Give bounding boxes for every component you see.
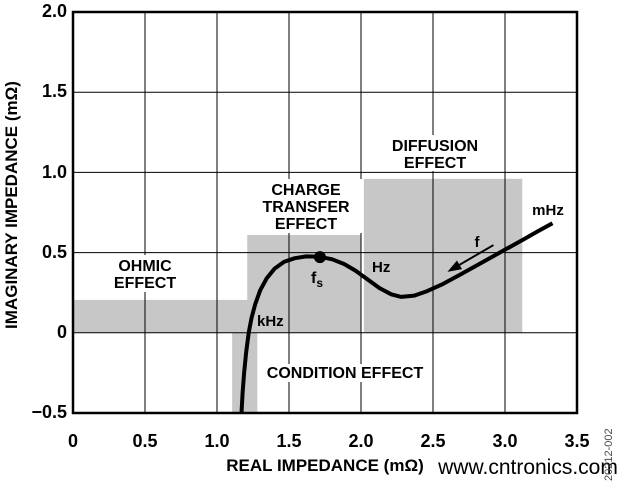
- region-diffusion-effect: [363, 178, 523, 333]
- region-label-ohmic: OHMIC EFFECT: [114, 258, 176, 292]
- region-label-line: EFFECT: [114, 275, 176, 292]
- frequency-arrow-head: [447, 260, 463, 272]
- x-axis-title: REAL IMPEDANCE (mΩ): [226, 456, 424, 475]
- freq-label-mhz: mHz: [532, 202, 564, 219]
- freq-arrow-label: f: [475, 234, 481, 251]
- label-backdrop: [252, 179, 362, 233]
- label-backdrops: [104, 135, 488, 382]
- region-label-line: OHMIC: [118, 258, 172, 275]
- region-label-diffusion: DIFFUSION EFFECT: [392, 138, 478, 172]
- region-charge-transfer-effect: [247, 234, 361, 333]
- plot-frame: [71, 10, 579, 415]
- y-tick-label: 0.5: [42, 242, 67, 262]
- label-backdrop: [104, 255, 186, 292]
- x-tick-label: 3.5: [564, 431, 589, 451]
- x-tick-label: 1.0: [204, 431, 229, 451]
- fs-label-sub: s: [316, 276, 323, 290]
- curve-layer: [239, 221, 554, 414]
- fs-resonance-label: fs: [311, 270, 323, 290]
- fs-label-main: f: [311, 270, 317, 287]
- freq-label-hz: Hz: [372, 259, 390, 276]
- label-backdrop: [258, 364, 432, 382]
- region-label-line: TRANSFER: [262, 199, 350, 216]
- x-tick-label: 2.0: [348, 431, 373, 451]
- x-tick-label: 2.5: [420, 431, 445, 451]
- y-axis-title: IMAGINARY IMPEDANCE (mΩ): [2, 81, 21, 329]
- x-axis-ticks: 0 0.5 1.0 1.5 2.0 2.5 3.0 3.5: [68, 431, 590, 451]
- watermark: www.cntronics.com: [437, 456, 618, 479]
- region-label-line: CHARGE: [271, 182, 341, 199]
- x-tick-label: 0: [68, 431, 78, 451]
- region-ohmic-effect: [73, 299, 249, 333]
- label-backdrop: [382, 135, 488, 171]
- figure-number: 20212-002: [603, 428, 615, 481]
- frequency-arrow-shaft: [459, 244, 494, 266]
- y-tick-label: 2.0: [42, 1, 67, 21]
- y-tick-label: 1.0: [42, 162, 67, 182]
- region-label-line: DIFFUSION: [392, 138, 478, 155]
- region-label-condition: CONDITION EFFECT: [267, 365, 424, 382]
- y-axis-ticks: 2.0 1.5 1.0 0.5 0 −0.5: [31, 1, 67, 422]
- y-tick-label: 0: [57, 322, 67, 342]
- x-tick-label: 0.5: [132, 431, 157, 451]
- y-tick-label: 1.5: [42, 81, 67, 101]
- freq-label-khz: kHz: [257, 313, 284, 330]
- region-label-line: EFFECT: [275, 216, 337, 233]
- impedance-curve: [239, 221, 554, 414]
- region-label-line: EFFECT: [404, 155, 466, 172]
- fs-resonance-point: [313, 251, 326, 264]
- y-tick-label: −0.5: [31, 402, 67, 422]
- x-tick-label: 1.5: [276, 431, 301, 451]
- x-tick-label: 3.0: [492, 431, 517, 451]
- grid-lines: [73, 12, 577, 413]
- region-label-charge-transfer: CHARGE TRANSFER EFFECT: [262, 182, 350, 233]
